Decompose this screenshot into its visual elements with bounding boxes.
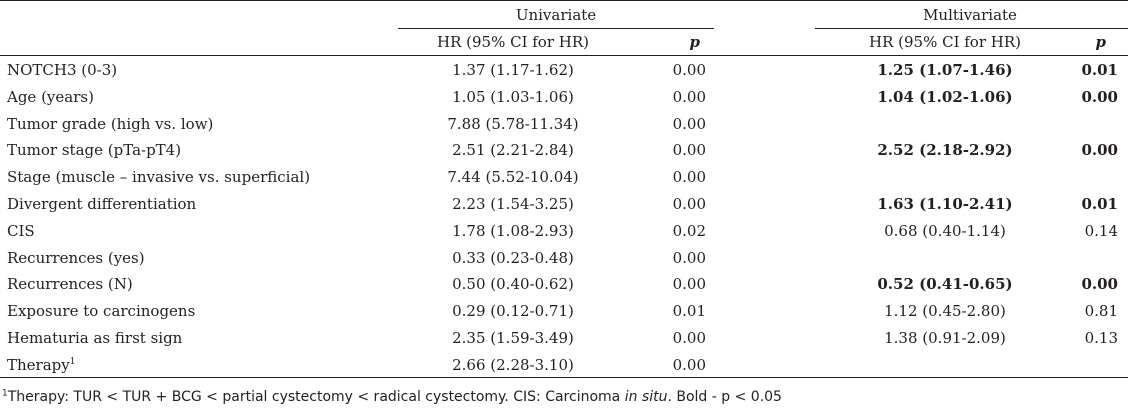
table-row: Therapy1 2.66 (2.28-3.10) 0.00 <box>0 352 1128 378</box>
uni-hr-header: HR (95% CI for HR) <box>436 33 590 51</box>
multi-p-header: p <box>1095 33 1107 51</box>
footnote: 1Therapy: TUR < TUR + BCG < partial cyst… <box>2 388 782 406</box>
univariate-p: 0.00 <box>672 329 706 347</box>
univariate-p: 0.01 <box>672 302 706 321</box>
multivariate-hr: 1.38 (0.91-2.09) <box>884 329 1006 347</box>
multivariate-header: Multivariate <box>923 6 1017 24</box>
univariate-hr: 1.78 (1.08-2.93) <box>452 221 574 240</box>
univariate-p: 0.00 <box>672 141 706 160</box>
multivariate-p: 0.01 <box>1081 195 1118 213</box>
univariate-header: Univariate <box>515 6 597 24</box>
multivariate-hr: 2.52 (2.18-2.92) <box>877 141 1013 160</box>
multivariate-rule <box>815 28 1128 29</box>
univariate-p: 0.00 <box>672 114 706 133</box>
table-row: CIS 1.78 (1.08-2.93) 0.02 0.68 (0.40-1.14) 0… <box>0 218 1128 244</box>
row-label: Divergent differentiation <box>7 195 197 213</box>
table-row: Tumor grade (high vs. low) 7.88 (5.78-11.… <box>0 111 1128 137</box>
footnote-text-a: Therapy: TUR < TUR + BCG < partial cyste… <box>7 389 625 405</box>
univariate-hr: 7.44 (5.52-10.04) <box>447 168 579 187</box>
univariate-hr: 0.29 (0.12-0.71) <box>452 302 574 321</box>
bottom-rule <box>0 377 1128 378</box>
univariate-hr: 1.05 (1.03-1.06) <box>452 87 574 106</box>
row-label: Therapy1 <box>7 355 76 374</box>
footnote-text-b: . Bold - p < 0.05 <box>667 389 782 405</box>
table-row: Stage (muscle – invasive vs. superficial… <box>0 164 1128 190</box>
table-row: Exposure to carcinogens 0.29 (0.12-0.71) 0… <box>0 298 1128 324</box>
univariate-p: 0.00 <box>672 195 706 213</box>
multivariate-hr: 1.25 (1.07-1.46) <box>877 61 1013 79</box>
multivariate-hr: 1.04 (1.02-1.06) <box>877 87 1013 106</box>
row-label: Recurrences (yes) <box>7 248 145 267</box>
row-label: Hematuria as first sign <box>7 329 183 347</box>
univariate-p: 0.02 <box>672 221 706 240</box>
uni-p-header: p <box>689 33 701 51</box>
multivariate-p: 0.00 <box>1081 275 1118 294</box>
multivariate-p: 0.13 <box>1084 329 1118 347</box>
multivariate-p: 0.00 <box>1081 87 1118 106</box>
multivariate-hr: 1.12 (0.45-2.80) <box>884 302 1006 321</box>
univariate-hr: 2.66 (2.28-3.10) <box>452 355 574 374</box>
table-row: Recurrences (yes) 0.33 (0.23-0.48) 0.00 <box>0 245 1128 271</box>
univariate-p: 0.00 <box>672 355 706 374</box>
row-label: Recurrences (N) <box>7 275 133 294</box>
row-label-superscript: 1 <box>69 356 76 367</box>
multivariate-p: 0.81 <box>1084 302 1118 321</box>
table-row: Recurrences (N) 0.50 (0.40-0.62) 0.00 0.52 … <box>0 271 1128 297</box>
univariate-hr: 0.50 (0.40-0.62) <box>452 275 574 294</box>
multivariate-p: 0.14 <box>1084 221 1118 240</box>
footnote-italic: in situ <box>624 389 668 405</box>
multi-hr-header: HR (95% CI for HR) <box>868 33 1022 51</box>
multivariate-hr: 0.52 (0.41-0.65) <box>877 275 1013 294</box>
table-row: Age (years) 1.05 (1.03-1.06) 0.00 1.04 (1.0… <box>0 84 1128 110</box>
univariate-hr: 0.33 (0.23-0.48) <box>452 248 574 267</box>
multivariate-p: 0.01 <box>1081 61 1118 79</box>
univariate-hr: 1.37 (1.17-1.62) <box>452 61 574 79</box>
top-rule <box>0 0 1128 1</box>
table-row: Tumor stage (pTa-pT4) 2.51 (2.21-2.84) 0.0… <box>0 137 1128 163</box>
row-label: CIS <box>7 221 35 240</box>
table-row: Divergent differentiation 2.23 (1.54-3.25… <box>0 191 1128 217</box>
multivariate-hr: 0.68 (0.40-1.14) <box>884 221 1006 240</box>
table-row: NOTCH3 (0-3) 1.37 (1.17-1.62) 0.00 1.25 (1.… <box>0 57 1128 83</box>
table-row: Hematuria as first sign 2.35 (1.59-3.49) 0… <box>0 325 1128 351</box>
univariate-p: 0.00 <box>672 275 706 294</box>
row-label: NOTCH3 (0-3) <box>7 61 118 79</box>
univariate-hr: 2.51 (2.21-2.84) <box>452 141 574 160</box>
footnote-marker: 1 <box>2 388 8 399</box>
row-label: Tumor grade (high vs. low) <box>7 114 214 133</box>
univariate-rule <box>398 28 714 29</box>
univariate-p: 0.00 <box>672 248 706 267</box>
multivariate-hr: 1.63 (1.10-2.41) <box>877 195 1013 213</box>
univariate-p: 0.00 <box>672 61 706 79</box>
univariate-hr: 7.88 (5.78-11.34) <box>447 114 579 133</box>
row-label: Tumor stage (pTa-pT4) <box>7 141 182 160</box>
univariate-p: 0.00 <box>672 168 706 187</box>
row-label: Stage (muscle – invasive vs. superficial… <box>7 168 311 187</box>
row-label: Age (years) <box>7 87 94 106</box>
univariate-hr: 2.35 (1.59-3.49) <box>452 329 574 347</box>
multivariate-p: 0.00 <box>1081 141 1118 160</box>
header-rule <box>0 55 1128 56</box>
row-label: Exposure to carcinogens <box>7 302 196 321</box>
univariate-hr: 2.23 (1.54-3.25) <box>452 195 574 213</box>
univariate-p: 0.00 <box>672 87 706 106</box>
